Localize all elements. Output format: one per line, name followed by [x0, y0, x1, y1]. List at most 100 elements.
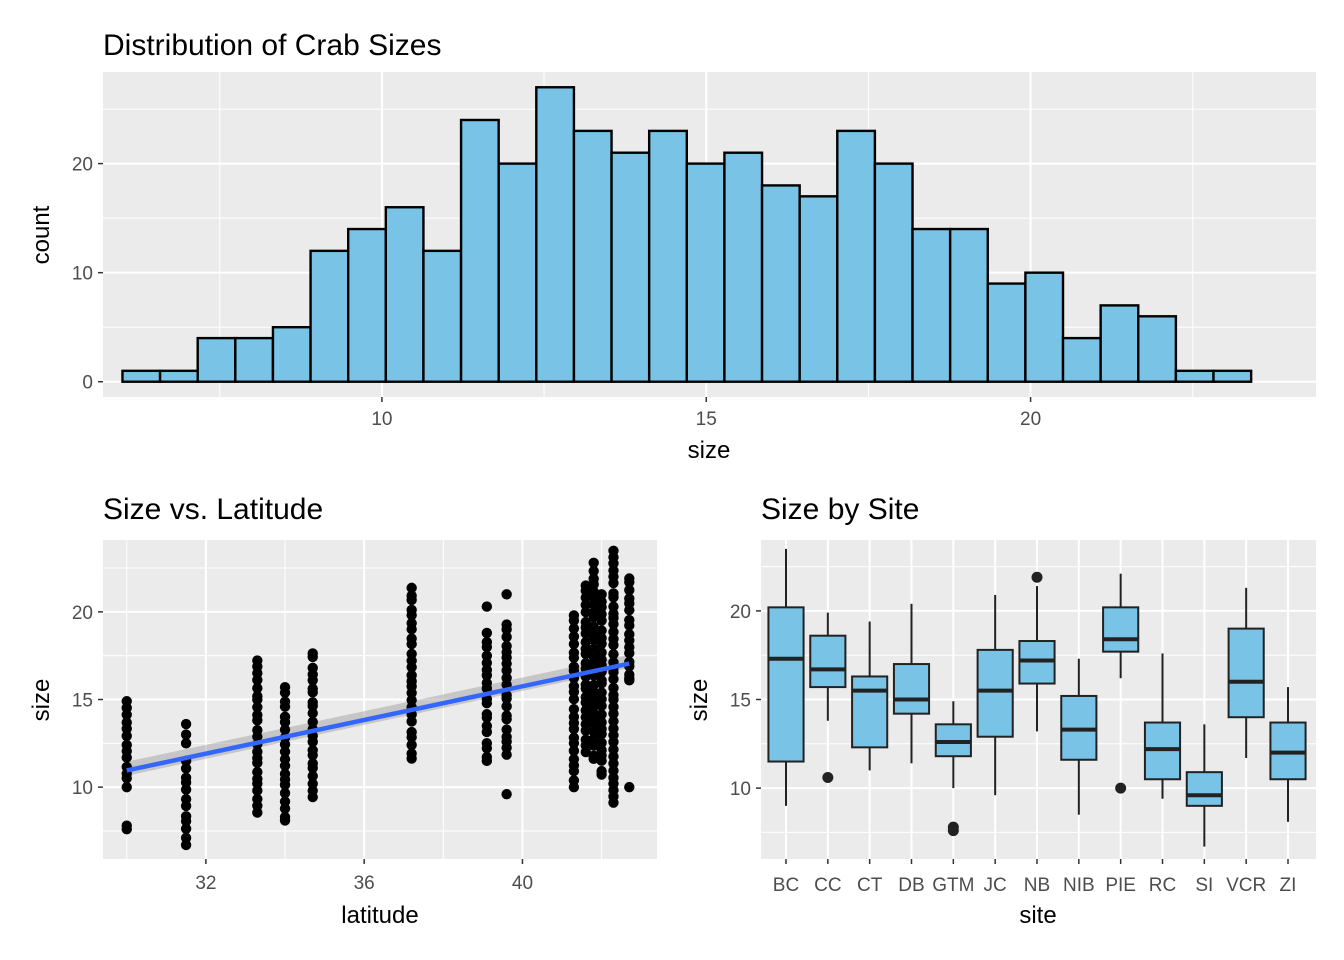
- scatter-point: [624, 781, 635, 793]
- boxplot-x-tick-label: BC: [773, 875, 799, 896]
- scatter-point: [406, 617, 417, 629]
- scatter-point: [307, 758, 318, 769]
- scatter-point: [568, 745, 580, 757]
- scatter-point: [588, 700, 599, 712]
- scatter-point: [624, 673, 635, 684]
- boxplot-y-tick-label: 10: [730, 779, 751, 800]
- scatter-point: [279, 796, 291, 807]
- scatter-point: [608, 751, 619, 762]
- scatter-point: [180, 772, 192, 783]
- scatter-point: [596, 737, 607, 749]
- scatter-point: [252, 655, 263, 666]
- scatter-regression-line: [126, 661, 630, 773]
- scatter-x-tick-label: 32: [195, 873, 216, 894]
- boxplot-boxes: [767, 548, 1307, 847]
- scatter-point: [596, 709, 607, 720]
- boxplot-box-cc: [809, 612, 847, 783]
- scatter-point: [279, 711, 291, 723]
- scatter-point: [279, 746, 291, 757]
- scatter-point: [580, 637, 591, 648]
- scatter-point: [624, 629, 635, 640]
- boxplot-x-tick-label: GTM: [932, 875, 974, 896]
- scatter-point: [481, 636, 493, 648]
- scatter-y-tick-label: 20: [72, 603, 93, 624]
- histogram-y-tick-label: 10: [72, 264, 93, 285]
- scatter-point: [252, 793, 263, 805]
- scatter-point: [501, 701, 512, 712]
- scatter-point: [588, 557, 599, 568]
- histogram-y-tick-label: 0: [82, 373, 93, 394]
- scatter-point: [608, 716, 619, 727]
- boxplot-iqr-box: [1227, 627, 1265, 719]
- scatter-x-tick-label: 36: [354, 873, 375, 894]
- boxplot-box-nb: [1018, 571, 1056, 732]
- scatter-point: [588, 651, 599, 662]
- scatter-point: [624, 584, 635, 596]
- scatter-point: [568, 661, 580, 672]
- boxplot-box-bc: [767, 548, 805, 806]
- scatter-point: [568, 704, 580, 715]
- histogram-bar: [1061, 336, 1102, 383]
- boxplot-box-ct: [851, 621, 889, 771]
- scatter-point: [596, 675, 607, 686]
- boxplot-x-tick-label: DB: [898, 875, 924, 896]
- scatter-point: [501, 724, 512, 735]
- boxplot-box-vcr: [1227, 587, 1265, 758]
- scatter-point: [580, 691, 591, 703]
- scatter-point: [481, 601, 493, 612]
- histogram-y-axis-label: count: [28, 205, 55, 264]
- histogram-bar: [346, 227, 388, 383]
- histogram-bar: [535, 86, 576, 383]
- scatter-point: [596, 589, 607, 600]
- scatter-point: [501, 589, 512, 600]
- scatter-point: [608, 765, 619, 776]
- scatter-point: [608, 701, 619, 713]
- boxplot-outlier-point: [1115, 782, 1127, 794]
- boxplot-outlier-point: [1031, 571, 1043, 583]
- scatter-point: [307, 716, 318, 728]
- boxplot-box-jc: [976, 594, 1014, 796]
- scatter-point: [568, 711, 580, 723]
- scatter-point: [596, 717, 607, 728]
- scatter-point: [568, 753, 580, 765]
- scatter-point: [608, 565, 619, 576]
- scatter-point: [596, 632, 607, 644]
- histogram-bar: [836, 129, 877, 383]
- scatter-point: [121, 730, 132, 742]
- scatter-point: [501, 788, 512, 800]
- scatter-point: [580, 679, 591, 690]
- scatter-point: [580, 705, 591, 716]
- scatter-point: [406, 670, 417, 681]
- scatter-point: [588, 586, 599, 597]
- boxplot-iqr-box: [892, 663, 931, 715]
- scatter-point: [252, 702, 263, 713]
- boxplot-y-tick-label: 15: [730, 691, 751, 712]
- histogram-bar: [760, 184, 801, 383]
- boxplot-x-tick-label: CT: [857, 875, 883, 896]
- histogram-bar: [459, 118, 500, 383]
- scatter-point: [180, 763, 192, 774]
- scatter-point: [279, 754, 291, 765]
- histogram-bar: [1099, 304, 1140, 383]
- histogram-bar: [1212, 369, 1253, 383]
- boxplot-box-nib: [1060, 658, 1098, 815]
- boxplot-x-axis-label: site: [1019, 902, 1056, 929]
- scatter-point: [481, 650, 493, 661]
- histogram-bar: [384, 206, 425, 383]
- scatter-point: [279, 768, 291, 780]
- histogram-y-tick-label: 20: [72, 155, 93, 176]
- scatter-point: [608, 626, 619, 638]
- histogram-bar: [647, 129, 688, 383]
- scatter-point: [307, 778, 318, 789]
- scatter-point: [501, 690, 512, 701]
- scatter-fit-line: [126, 661, 630, 773]
- scatter-point: [608, 649, 619, 660]
- scatter-x-axis-label: latitude: [341, 902, 418, 929]
- histogram-bar: [873, 162, 914, 383]
- boxplot-box-gtm: [934, 701, 972, 837]
- boxplot-iqr-box: [1102, 606, 1140, 653]
- scatter-point: [588, 679, 599, 691]
- scatter-point: [501, 672, 512, 684]
- histogram-bar: [196, 336, 237, 383]
